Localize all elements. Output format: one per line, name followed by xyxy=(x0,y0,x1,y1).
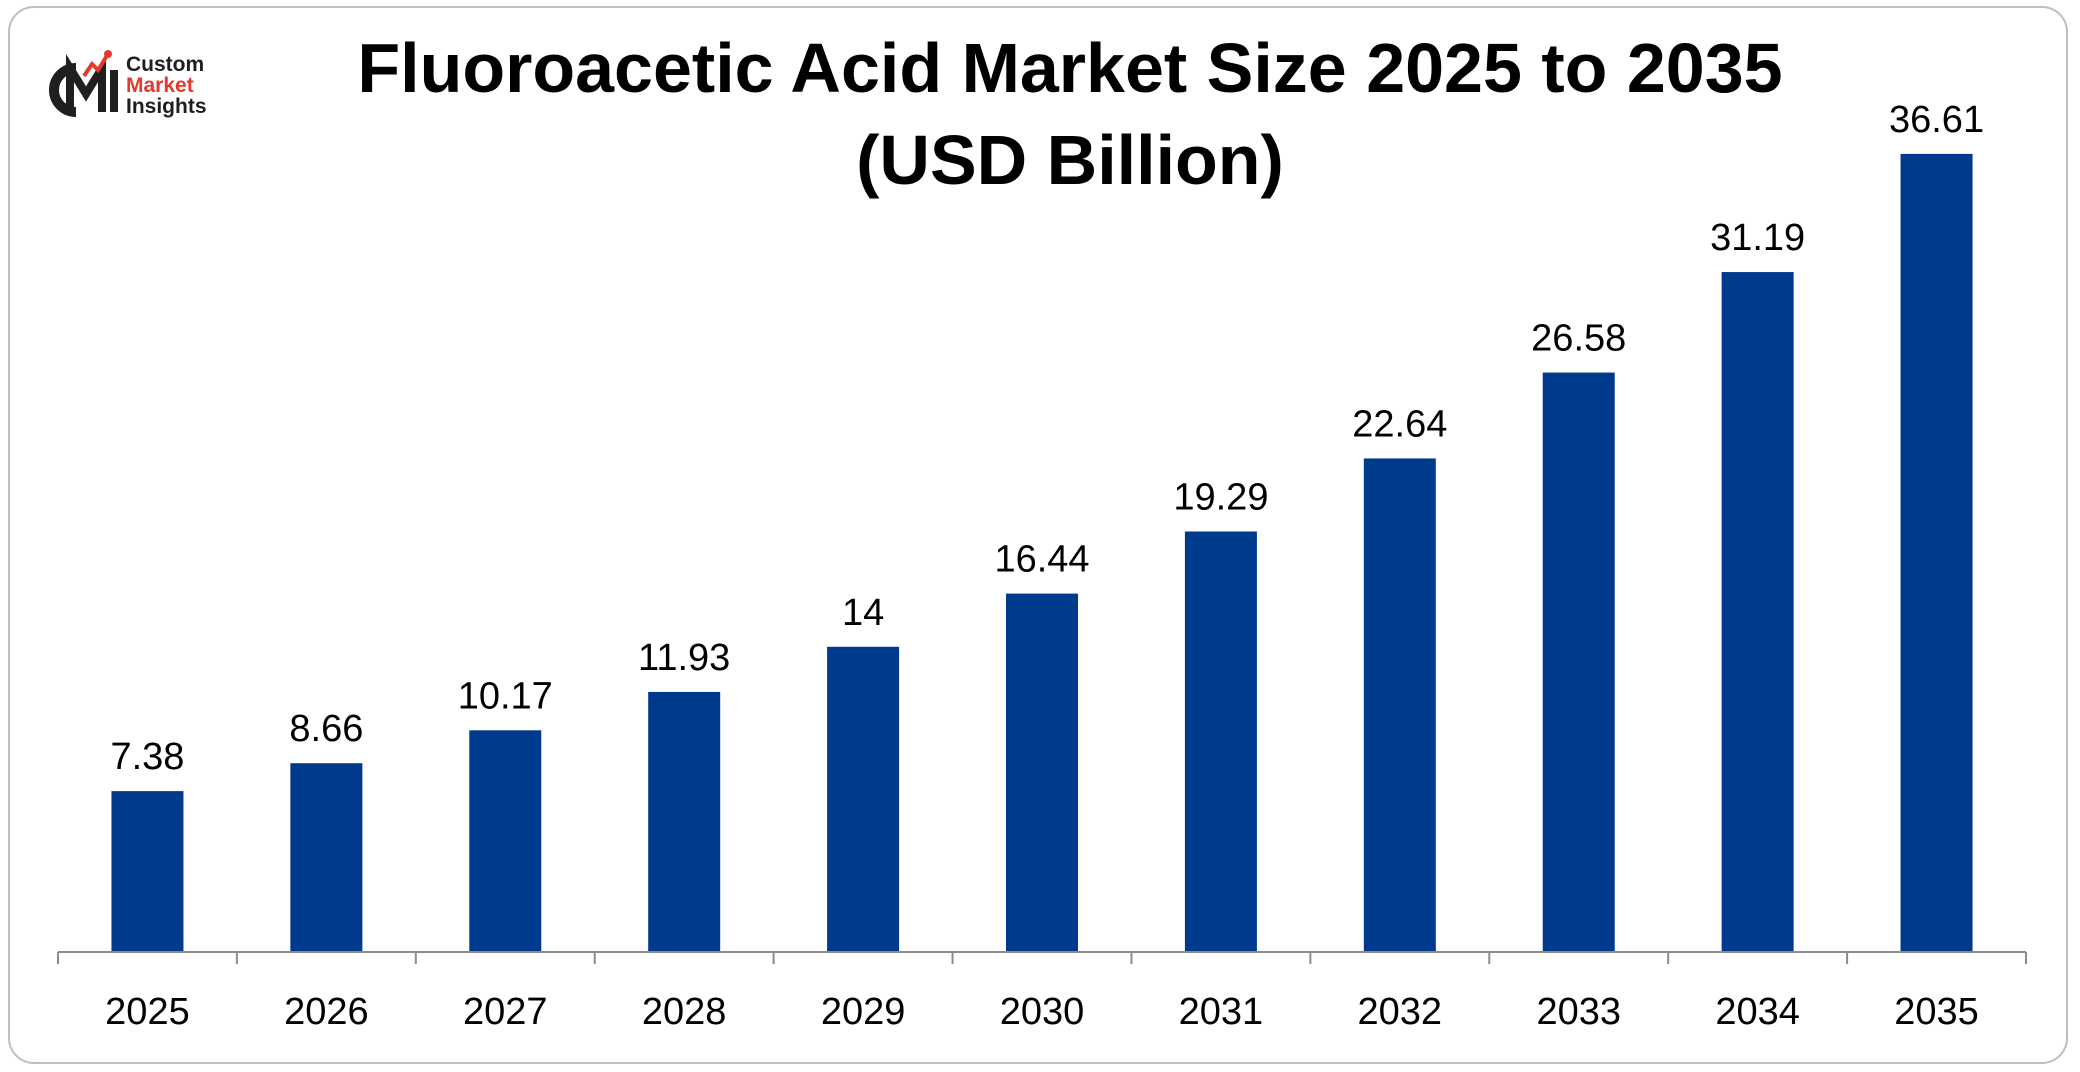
x-tick-label-2028: 2028 xyxy=(642,991,727,1033)
value-label-2035: 36.61 xyxy=(1889,99,1984,141)
brand-name: Custom Market Insights xyxy=(126,54,207,117)
chart-title-line-2: (USD Billion) xyxy=(856,121,1284,199)
x-tick-label-2032: 2032 xyxy=(1358,991,1443,1033)
x-tick-label-2025: 2025 xyxy=(105,991,190,1033)
x-tick-label-2026: 2026 xyxy=(284,991,369,1033)
value-label-2028: 11.93 xyxy=(638,637,730,679)
value-label-2025: 7.38 xyxy=(110,736,184,778)
x-tick-label-2031: 2031 xyxy=(1179,991,1264,1033)
chart-title-line-1: Fluoroacetic Acid Market Size 2025 to 20… xyxy=(357,29,1783,107)
bar-2028 xyxy=(648,691,721,952)
chart-title: Fluoroacetic Acid Market Size 2025 to 20… xyxy=(250,22,1890,206)
bar-2026 xyxy=(290,763,363,952)
bar-2025 xyxy=(111,791,184,952)
value-label-2030: 16.44 xyxy=(994,539,1089,581)
x-axis-ticks xyxy=(57,952,2027,964)
bar-2033 xyxy=(1542,372,1615,952)
x-tick-label-2030: 2030 xyxy=(1000,991,1085,1033)
brand-line-custom: Custom xyxy=(126,53,205,76)
bar-2030 xyxy=(1006,593,1078,952)
value-label-2033: 26.58 xyxy=(1531,318,1626,360)
brand-line-insights: Insights xyxy=(126,95,207,118)
bar-series xyxy=(111,153,1973,953)
value-label-2029: 14 xyxy=(842,592,884,634)
value-label-2034: 31.19 xyxy=(1710,217,1805,259)
value-label-2027: 10.17 xyxy=(458,675,553,717)
x-axis-tick-labels: 2025 2026 2027 2028 2029 2030 2031 2032 2033 2034… xyxy=(105,991,1979,1033)
x-tick-label-2033: 2033 xyxy=(1536,991,1621,1033)
bar-2027 xyxy=(469,730,542,952)
bar-2031 xyxy=(1184,531,1257,952)
cmi-logo-mark xyxy=(49,50,118,117)
value-label-2032: 22.64 xyxy=(1352,403,1447,445)
x-tick-label-2035: 2035 xyxy=(1894,991,1979,1033)
brand-line-market: Market xyxy=(126,74,194,97)
x-tick-label-2034: 2034 xyxy=(1715,991,1800,1033)
brand-logo: Custom Market Insights xyxy=(36,48,216,124)
bar-2032 xyxy=(1363,458,1436,952)
bar-2035 xyxy=(1900,153,1973,953)
value-label-2026: 8.66 xyxy=(289,708,363,750)
x-tick-label-2027: 2027 xyxy=(463,991,548,1033)
value-label-2031: 19.29 xyxy=(1173,476,1268,518)
x-tick-label-2029: 2029 xyxy=(821,991,906,1033)
bar-2029 xyxy=(827,646,900,952)
bar-2034 xyxy=(1721,272,1794,953)
value-labels: 7.38 8.66 10.17 11.93 14 16.44 19.29 22.64 26.58… xyxy=(110,99,1984,778)
